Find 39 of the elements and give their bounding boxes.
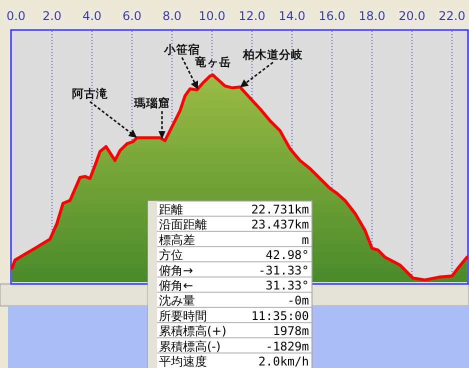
x-tick-label: 4.0 (82, 9, 102, 23)
annotation: 方位 (159, 248, 183, 262)
annotation: 俯角→ (159, 263, 194, 278)
text: 1978m (272, 324, 309, 338)
x-tick-label: 2.0 (42, 9, 62, 23)
text: 所要時間 (159, 308, 207, 323)
annotation: 23.437km (251, 218, 309, 232)
text: -0m (287, 294, 309, 308)
text: 累積標高(+) (159, 324, 226, 338)
annotation: m (302, 232, 309, 247)
x-tick-label: 22.0 (438, 9, 466, 23)
text: 累積標高(-) (159, 339, 221, 354)
annotation: 瑪瑙窟 (133, 96, 170, 110)
text: 沈み量 (159, 294, 195, 308)
text: 11:35:00 (251, 308, 309, 323)
annotation: 竜ヶ岳 (194, 55, 231, 69)
x-tick-label: 0.0 (6, 9, 26, 23)
annotation: 沿面距離 (159, 218, 207, 232)
annotation: 42.98° (266, 248, 309, 262)
annotation: 22.731km (251, 202, 309, 216)
x-tick-label: 16.0 (318, 9, 346, 23)
annotation: 俯角← (159, 278, 194, 292)
x-tick-label: 8.0 (162, 9, 182, 23)
annotation: 阿古滝 (72, 86, 109, 101)
x-tick-label: 6.0 (122, 9, 142, 23)
x-tick-label: 14.0 (278, 9, 306, 23)
annotation: 小笹宿 (163, 42, 200, 56)
annotation: 柏木道分岐 (242, 47, 304, 62)
x-tick-label: 12.0 (238, 9, 266, 23)
x-tick-label: 10.0 (198, 9, 226, 23)
text: 平均速度 (159, 354, 207, 368)
annotation: 31.33° (266, 278, 309, 292)
x-tick-label: 18.0 (358, 9, 386, 23)
annotation: 標高差 (159, 232, 195, 247)
text: -1829m (266, 339, 309, 354)
annotation: 距離 (159, 202, 183, 216)
x-tick-label: 20.0 (398, 9, 426, 23)
text: 2.0km/h (258, 354, 309, 368)
annotation: -31.33° (258, 263, 309, 278)
